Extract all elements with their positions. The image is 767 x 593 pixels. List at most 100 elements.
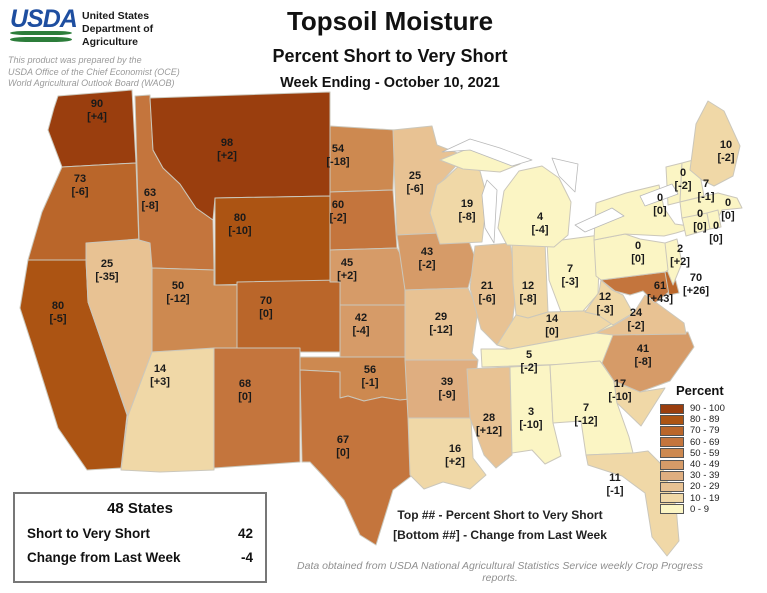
legend-swatch [660, 459, 684, 470]
state-label-WV: 12 [-3] [596, 291, 613, 316]
state-WV [584, 279, 634, 326]
legend-range-label: 40 - 49 [690, 459, 720, 471]
state-label-IN: 12 [-8] [519, 280, 536, 305]
legend-range-label: 30 - 39 [690, 470, 720, 482]
summary-row-value: -4 [240, 550, 253, 565]
legend-title: Percent [676, 383, 724, 398]
page-title: Topsoil Moisture [286, 6, 494, 36]
legend-range-label: 60 - 69 [690, 436, 720, 448]
summary-row-short: Short to Very Short 42 [27, 526, 253, 541]
state-label-CT: 0 [0] [693, 208, 707, 233]
usda-logo-block: USDA United States Department of Agricul… [10, 7, 153, 49]
state-label-IA: 43 [-2] [418, 246, 435, 271]
state-label-CA: 80 [-5] [49, 300, 66, 325]
data-source-note: Data obtained from USDA National Agricul… [297, 560, 703, 584]
legend-row-40-49: 40 - 49 [660, 459, 764, 470]
legend-swatch [660, 425, 684, 436]
summary-row-label: Change from Last Week [27, 550, 181, 565]
top-number-note: Top ## - Percent Short to Very Short [397, 508, 603, 522]
legend-swatch [660, 504, 684, 515]
state-label-UT: 50 [-12] [166, 280, 190, 305]
state-label-LA: 16 [+2] [445, 443, 465, 468]
state-label-MO: 29 [-12] [429, 311, 453, 336]
state-NY [593, 184, 697, 241]
state-label-NH: 7 [-1] [697, 178, 714, 203]
state-label-IL: 21 [-6] [478, 280, 495, 305]
great-lake-3 [551, 157, 579, 193]
state-label-KS: 42 [-4] [352, 312, 369, 337]
prepared-by-note: This product was prepared by the USDA Of… [8, 55, 180, 88]
state-label-TX: 67 [0] [336, 434, 350, 459]
state-label-AZ: 14 [+3] [150, 363, 170, 388]
state-label-ND: 54 [-18] [326, 143, 350, 168]
legend-swatch [660, 437, 684, 448]
usda-logo-text: USDA [10, 5, 78, 33]
usda-logo-icon: USDA [10, 5, 78, 42]
legend-swatch [660, 470, 684, 481]
state-label-VT: 0 [-2] [674, 167, 691, 192]
state-label-WI: 19 [-8] [458, 198, 475, 223]
state-label-VA: 24 [-2] [627, 307, 644, 332]
map-lakes-layer [441, 138, 679, 244]
state-label-OH: 7 [-3] [561, 263, 578, 288]
state-label-DE: 70 [+26] [683, 272, 709, 297]
legend-row-0-9: 0 - 9 [660, 504, 764, 515]
legend-row-70-79: 70 - 79 [660, 425, 764, 436]
legend-range-label: 70 - 79 [690, 425, 720, 437]
state-MI [497, 165, 572, 248]
state-label-NM: 68 [0] [238, 378, 252, 403]
legend-range-label: 90 - 100 [690, 403, 725, 415]
legend-swatch [660, 481, 684, 492]
state-label-AR: 39 [-9] [438, 376, 455, 401]
summary-row-change: Change from Last Week -4 [27, 550, 253, 565]
state-WY [214, 195, 331, 286]
map-labels-layer: 90 [+4] 73 [-6] 80 [-5] 25 [-35] 63 [-8] 98 [+2] 80[… [49, 98, 735, 497]
state-PA [593, 233, 669, 281]
title-block: Topsoil Moisture Percent Short to Very S… [190, 6, 590, 91]
state-label-RI: 0 [0] [709, 220, 723, 245]
legend-row-10-19: 10 - 19 [660, 493, 764, 504]
legend-swatch [660, 414, 684, 425]
usda-swoosh-icon [10, 37, 72, 42]
state-label-NE: 45 [+2] [337, 257, 357, 282]
legend-row-80-89: 80 - 89 [660, 414, 764, 425]
state-label-NY: 0 [0] [653, 192, 667, 217]
state-label-TN: 5 [-2] [520, 349, 537, 374]
legend-row-60-69: 60 - 69 [660, 437, 764, 448]
state-label-OK: 56 [-1] [361, 364, 378, 389]
usda-department-name: United States Department of Agriculture [82, 10, 154, 48]
legend-range-label: 0 - 9 [690, 503, 710, 515]
legend-row-90-100: 90 - 100 [660, 403, 764, 414]
state-label-WA: 90 [+4] [87, 98, 107, 123]
state-label-MA: 0 [0] [721, 197, 735, 222]
legend-row-20-29: 20 - 29 [660, 481, 764, 492]
state-label-MD: 61 [+43] [647, 280, 673, 305]
state-label-FL: 11 [-1] [606, 472, 623, 497]
state-label-MN: 25 [-6] [406, 170, 423, 195]
map-legend: Percent 90 - 100 80 - 89 70 - 79 60 - 69 50 … [660, 383, 764, 515]
usda-swoosh-icon [10, 31, 72, 35]
state-label-MS: 28 [+12] [476, 412, 502, 437]
great-lake-5 [639, 183, 679, 207]
legend-range-label: 10 - 19 [690, 492, 720, 504]
legend-range-label: 20 - 29 [690, 481, 720, 493]
state-label-ME: 10 [-2] [717, 139, 734, 164]
great-lake-2 [481, 179, 498, 244]
map-key-notes: Top ## - Percent Short to Very Short [Bo… [330, 508, 670, 542]
state-label-NV: 25 [-35] [95, 258, 119, 283]
bottom-number-note: [Bottom ##] - Change from Last Week [393, 528, 607, 542]
state-label-CO: 70 [0] [259, 295, 273, 320]
legend-range-label: 50 - 59 [690, 447, 720, 459]
legend-swatch [660, 493, 684, 504]
map-states-layer [19, 89, 743, 557]
state-LA [407, 417, 487, 490]
state-label-MI: 4 [-4] [531, 211, 548, 236]
summary-row-value: 42 [237, 526, 253, 541]
great-lake-4 [574, 207, 625, 233]
state-label-SD: 60 [-2] [329, 199, 346, 224]
state-NM [213, 347, 301, 469]
state-label-NJ: 2 [+2] [670, 243, 690, 268]
legend-swatch [660, 448, 684, 459]
state-label-OR: 73 [-6] [71, 173, 88, 198]
